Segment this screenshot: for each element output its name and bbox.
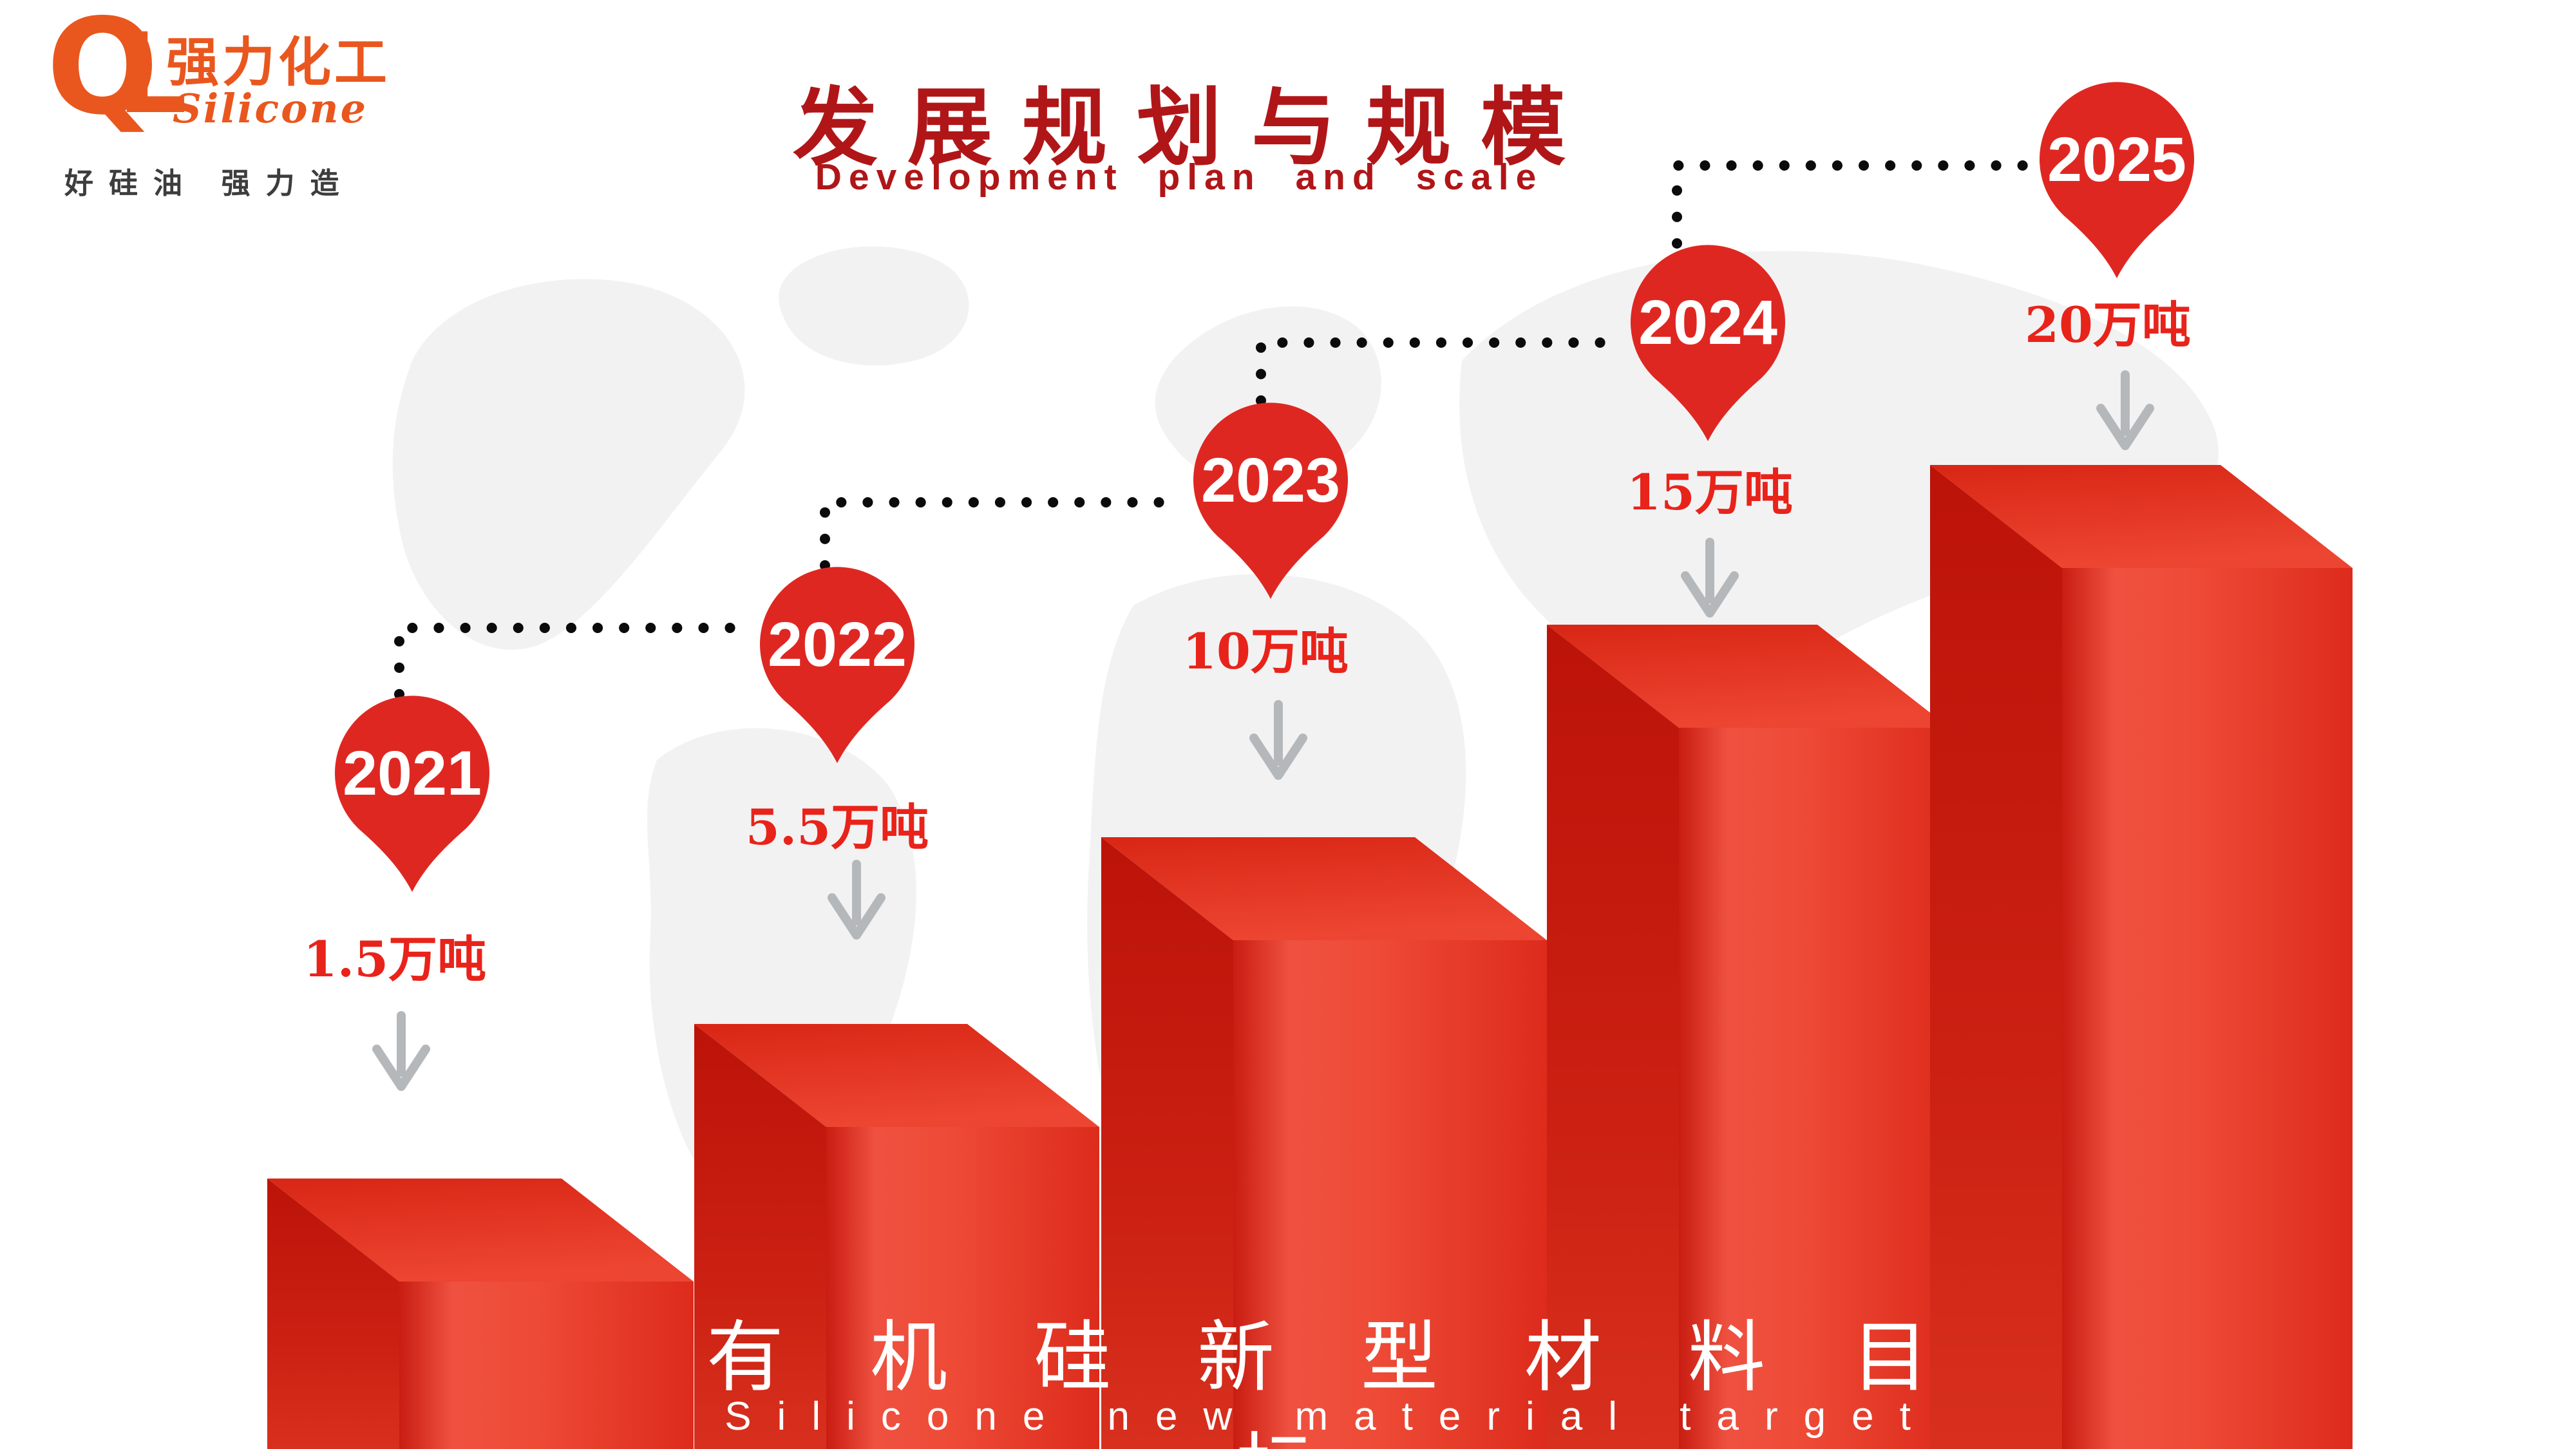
bar-2025 bbox=[1930, 465, 2353, 1449]
footer-title: 有机硅新型材料目标 bbox=[706, 1314, 2015, 1449]
value-label-2022: 5.5万吨 bbox=[746, 799, 929, 856]
pin-2021-year: 2021 bbox=[343, 738, 482, 808]
map-blob-greenland bbox=[779, 246, 969, 366]
bar-2024-front-face bbox=[1679, 728, 1949, 1449]
bar-2022 bbox=[694, 1024, 1099, 1449]
down-arrow-2025 bbox=[2096, 370, 2154, 450]
value-label-2021: 1.5万吨 bbox=[303, 931, 486, 988]
bar-2024-side-face bbox=[1547, 625, 1679, 1449]
pin-2025-year: 2025 bbox=[2047, 124, 2186, 194]
pin-2025: 2025 bbox=[2040, 82, 2194, 279]
company-logo: Q L 强力化工 Silicone 好硅油 强力造 bbox=[0, 0, 425, 213]
page-title: 发展规划与规模 bbox=[793, 80, 1595, 175]
bar-2022-top-face bbox=[694, 1024, 1099, 1127]
bar-2021-front-face bbox=[399, 1282, 694, 1449]
bar-2023-top-face bbox=[1101, 837, 1547, 940]
bar-2025-side-face bbox=[1930, 465, 2062, 1449]
bar-2022-front-face bbox=[826, 1127, 1099, 1449]
footer-subtitle: Silicone new material target bbox=[724, 1394, 1937, 1439]
pin-2023-shape bbox=[1193, 402, 1348, 600]
pin-2024-shape bbox=[1631, 245, 1785, 442]
connector-2024-2025 bbox=[1672, 160, 2032, 249]
down-arrow-2021 bbox=[372, 1011, 430, 1091]
connector-2022-2023 bbox=[820, 497, 1190, 571]
value-label-2025: 20万吨 bbox=[2025, 296, 2191, 354]
page-subtitle: Development plan and scale bbox=[815, 156, 1544, 198]
pin-2024: 2024 bbox=[1631, 245, 1785, 442]
bar-2023-front-face bbox=[1233, 940, 1547, 1449]
bar-2023-side-face bbox=[1101, 837, 1233, 1449]
bar-2021-side-face bbox=[267, 1179, 399, 1449]
bar-2021 bbox=[267, 1179, 694, 1449]
pin-2023: 2023 bbox=[1193, 402, 1348, 600]
bar-2023 bbox=[1101, 837, 1547, 1449]
pin-2022-year: 2022 bbox=[768, 609, 907, 679]
bar-2021-top-face bbox=[267, 1179, 694, 1282]
pin-2023-year: 2023 bbox=[1201, 445, 1340, 515]
bar-2025-front-face bbox=[2062, 568, 2353, 1449]
logo-company-name: 强力化工 bbox=[166, 33, 391, 92]
down-arrow-2023 bbox=[1249, 700, 1307, 780]
connector-2023-2024 bbox=[1256, 337, 1628, 406]
pin-2022: 2022 bbox=[760, 567, 914, 763]
logo-l-monogram-icon: L bbox=[117, 9, 187, 138]
bar-2024-top-face bbox=[1547, 625, 1949, 728]
down-arrow-2022 bbox=[828, 860, 886, 940]
logo-q-monogram-icon: Q bbox=[46, 0, 159, 144]
bar-2024 bbox=[1547, 625, 1949, 1449]
pin-2024-year: 2024 bbox=[1638, 287, 1777, 357]
map-blob-north-america bbox=[392, 279, 745, 650]
down-arrow-2024 bbox=[1681, 538, 1739, 618]
logo-silicone-script: Silicone bbox=[173, 85, 368, 132]
timeline-connectors bbox=[394, 160, 2032, 699]
pin-2021-shape bbox=[335, 696, 489, 892]
pin-2022-shape bbox=[760, 567, 914, 763]
value-label-2023: 10万吨 bbox=[1182, 623, 1349, 680]
bar-2022-side-face bbox=[694, 1024, 826, 1449]
bar-2025-top-face bbox=[1930, 465, 2353, 568]
value-label-2024: 15万吨 bbox=[1627, 464, 1793, 521]
connector-2021-2022 bbox=[394, 623, 760, 699]
pin-2021: 2021 bbox=[335, 696, 489, 892]
down-arrows bbox=[372, 370, 2154, 1091]
pin-2025-shape bbox=[2040, 82, 2194, 279]
logo-tagline: 好硅油 强力造 bbox=[64, 167, 355, 200]
